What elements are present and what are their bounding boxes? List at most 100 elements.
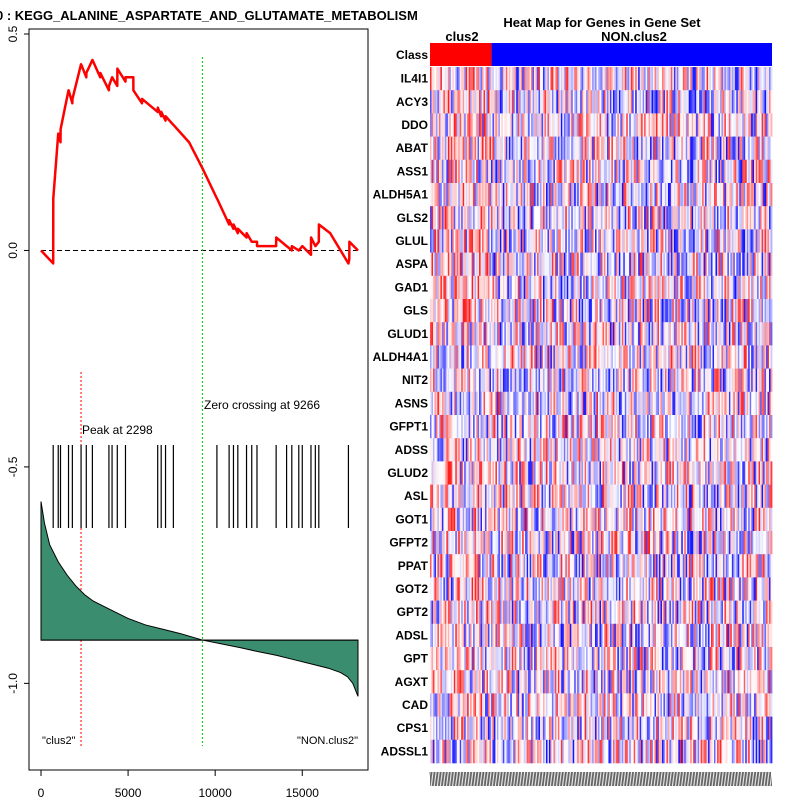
heat-cell	[517, 90, 520, 114]
heat-cell	[571, 252, 574, 277]
heat-cell	[483, 113, 486, 137]
heat-cell	[483, 345, 486, 369]
heat-cell	[547, 368, 550, 393]
heat-cell	[514, 90, 517, 114]
heat-cell	[755, 368, 758, 393]
heat-cell	[593, 415, 596, 439]
heat-cell	[603, 67, 606, 91]
heat-cell	[635, 438, 638, 462]
heat-cell	[572, 391, 575, 416]
heat-cell	[578, 113, 581, 137]
heat-cell	[474, 368, 477, 393]
heat-cell	[583, 206, 586, 230]
heat-cell	[731, 345, 734, 369]
heat-cell	[468, 461, 471, 485]
heat-cell	[760, 159, 762, 184]
heat-cell	[678, 206, 681, 230]
heat-cell	[476, 113, 478, 137]
heat-cell	[611, 345, 614, 369]
heat-cell	[476, 275, 478, 300]
heat-cell	[721, 345, 724, 369]
heat-cell	[700, 136, 703, 161]
heat-cell	[763, 136, 765, 161]
heat-cell	[566, 206, 569, 230]
heat-cell	[450, 229, 453, 253]
heat-cell	[480, 90, 483, 114]
heat-cell	[493, 299, 496, 323]
heat-cell	[705, 507, 707, 532]
heat-cell	[672, 275, 675, 300]
heat-cell	[580, 275, 583, 300]
heat-cell	[731, 229, 734, 253]
heat-cell	[742, 229, 745, 253]
heat-cell	[688, 229, 691, 253]
heat-cell	[447, 183, 450, 207]
heat-cell	[669, 183, 672, 207]
heat-cell	[754, 159, 757, 184]
heat-cell	[691, 299, 694, 323]
heat-cell	[548, 113, 551, 137]
heat-cell	[580, 368, 583, 393]
heat-cell	[557, 159, 560, 184]
heat-cell	[557, 554, 560, 578]
heat-cell	[694, 299, 697, 323]
heat-cell	[644, 159, 647, 184]
heat-cell	[458, 484, 461, 509]
heat-cell	[636, 345, 639, 369]
heat-cell	[602, 438, 605, 462]
heat-cell	[581, 275, 584, 300]
heat-cell	[757, 391, 760, 416]
heat-cell	[572, 438, 575, 462]
heat-cell	[531, 67, 533, 91]
heat-cell	[658, 229, 661, 253]
heat-cell	[685, 345, 688, 369]
heat-cell	[568, 206, 571, 230]
heat-cell	[694, 531, 697, 555]
heat-cell	[563, 554, 566, 578]
heat-cell	[450, 159, 453, 184]
heat-cell	[487, 415, 490, 439]
heat-cell	[563, 159, 566, 184]
heat-cell	[660, 507, 663, 532]
heat-cell	[598, 113, 600, 137]
heat-cell	[722, 391, 725, 416]
heat-cell	[510, 252, 513, 277]
heat-cell	[568, 368, 571, 393]
heat-cell	[534, 415, 536, 439]
heat-cell	[760, 345, 762, 369]
heat-cell	[559, 507, 562, 532]
heat-cell	[447, 159, 450, 184]
heat-cell	[715, 322, 718, 346]
heat-cell	[748, 229, 751, 253]
heat-cell	[755, 391, 758, 416]
heat-cell	[583, 322, 586, 346]
heat-cell	[658, 415, 661, 439]
heat-cell	[722, 136, 725, 161]
heat-cell	[434, 299, 437, 323]
heat-cell	[599, 531, 602, 555]
heat-cell	[666, 183, 669, 207]
heat-cell	[757, 136, 760, 161]
heat-cell	[468, 67, 471, 91]
heat-cell	[586, 368, 589, 393]
heat-cell	[617, 183, 620, 207]
heat-cell	[574, 206, 577, 230]
heat-cell	[679, 368, 682, 393]
heat-cell	[656, 345, 658, 369]
heat-cell	[432, 299, 435, 323]
heat-cell	[514, 206, 517, 230]
heat-cell	[490, 554, 493, 578]
heat-cell	[450, 322, 453, 346]
heat-cell	[599, 368, 602, 393]
heat-cell	[459, 391, 462, 416]
heat-cell	[687, 252, 690, 277]
heat-cell	[510, 415, 513, 439]
heat-cell	[531, 159, 533, 184]
heat-cell	[714, 415, 716, 439]
heat-cell	[739, 368, 742, 393]
heat-cell	[712, 438, 715, 462]
heat-cell	[623, 90, 626, 114]
heat-cell	[641, 183, 644, 207]
heat-cell	[719, 531, 722, 555]
heat-cell	[767, 275, 770, 300]
